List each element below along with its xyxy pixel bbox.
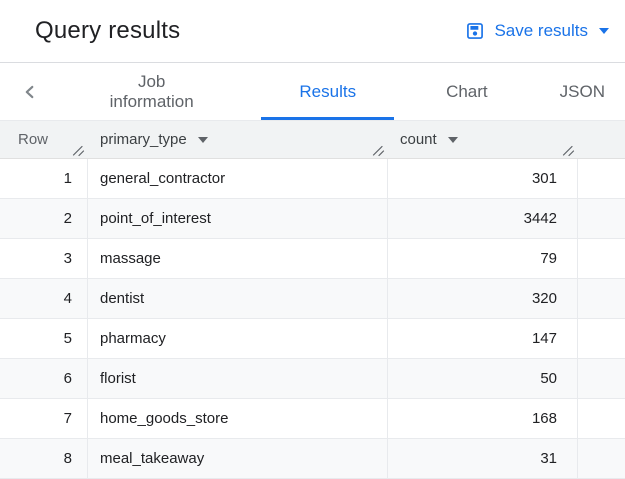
tab-bar: Job information Results Chart JSON (0, 63, 625, 121)
filler-cell (578, 159, 625, 198)
filler-cell (578, 279, 625, 318)
page-title: Query results (35, 17, 181, 44)
count-cell: 79 (388, 239, 578, 278)
row-number-cell: 4 (0, 279, 88, 318)
primary-type-cell: florist (88, 359, 388, 398)
column-resize-handle[interactable] (561, 143, 575, 157)
filler-cell (578, 399, 625, 438)
table-row: 5 pharmacy 147 (0, 319, 625, 359)
table-header-row: Row primary_type (0, 121, 625, 159)
table-row: 4 dentist 320 (0, 279, 625, 319)
row-number-cell: 6 (0, 359, 88, 398)
column-header-count: count (388, 121, 578, 158)
count-cell: 320 (388, 279, 578, 318)
column-resize-handle[interactable] (371, 143, 385, 157)
primary-type-cell: general_contractor (88, 159, 388, 198)
save-results-label: Save results (494, 21, 588, 40)
tabs: Job information Results Chart JSON (74, 63, 625, 120)
row-number-cell: 2 (0, 199, 88, 238)
tab-job-information[interactable]: Job information (74, 63, 229, 120)
row-number-cell: 7 (0, 399, 88, 438)
primary-type-cell: pharmacy (88, 319, 388, 358)
column-header-primary-type: primary_type (88, 121, 388, 158)
save-icon (465, 21, 485, 41)
count-cell: 31 (388, 439, 578, 478)
row-number-cell: 1 (0, 159, 88, 198)
count-cell: 147 (388, 319, 578, 358)
column-header-row-label: Row (18, 131, 49, 148)
filler-cell (578, 359, 625, 398)
count-cell: 168 (388, 399, 578, 438)
column-header-row: Row (0, 121, 88, 158)
primary-type-cell: dentist (88, 279, 388, 318)
filler-cell (578, 239, 625, 278)
primary-type-cell: point_of_interest (88, 199, 388, 238)
chevron-left-icon (19, 81, 41, 103)
table-body: 1 general_contractor 301 2 point_of_inte… (0, 159, 625, 479)
filler-cell (578, 319, 625, 358)
primary-type-cell: home_goods_store (88, 399, 388, 438)
tab-chart[interactable]: Chart (426, 63, 508, 120)
tab-results[interactable]: Results (261, 63, 395, 120)
row-number-cell: 3 (0, 239, 88, 278)
count-sort-caret-icon[interactable] (447, 136, 458, 143)
column-header-filler (578, 121, 625, 158)
row-number-cell: 5 (0, 319, 88, 358)
table-row: 2 point_of_interest 3442 (0, 199, 625, 239)
table-row: 1 general_contractor 301 (0, 159, 625, 199)
column-resize-handle[interactable] (71, 143, 85, 157)
table-row: 7 home_goods_store 168 (0, 399, 625, 439)
column-header-count-label: count (400, 131, 437, 148)
table-row: 6 florist 50 (0, 359, 625, 399)
back-button[interactable] (12, 63, 48, 120)
count-cell: 301 (388, 159, 578, 198)
save-results-button[interactable]: Save results (461, 15, 613, 47)
results-table: Row primary_type (0, 121, 625, 479)
row-number-cell: 8 (0, 439, 88, 478)
primary-type-sort-caret-icon[interactable] (197, 136, 208, 143)
save-dropdown-caret-icon (599, 28, 609, 34)
column-header-primary-type-label: primary_type (100, 131, 187, 148)
tab-json[interactable]: JSON (540, 63, 625, 120)
table-row: 3 massage 79 (0, 239, 625, 279)
count-cell: 3442 (388, 199, 578, 238)
filler-cell (578, 439, 625, 478)
filler-cell (578, 199, 625, 238)
count-cell: 50 (388, 359, 578, 398)
primary-type-cell: massage (88, 239, 388, 278)
primary-type-cell: meal_takeaway (88, 439, 388, 478)
topbar: Query results Save results (0, 0, 625, 63)
table-row: 8 meal_takeaway 31 (0, 439, 625, 479)
